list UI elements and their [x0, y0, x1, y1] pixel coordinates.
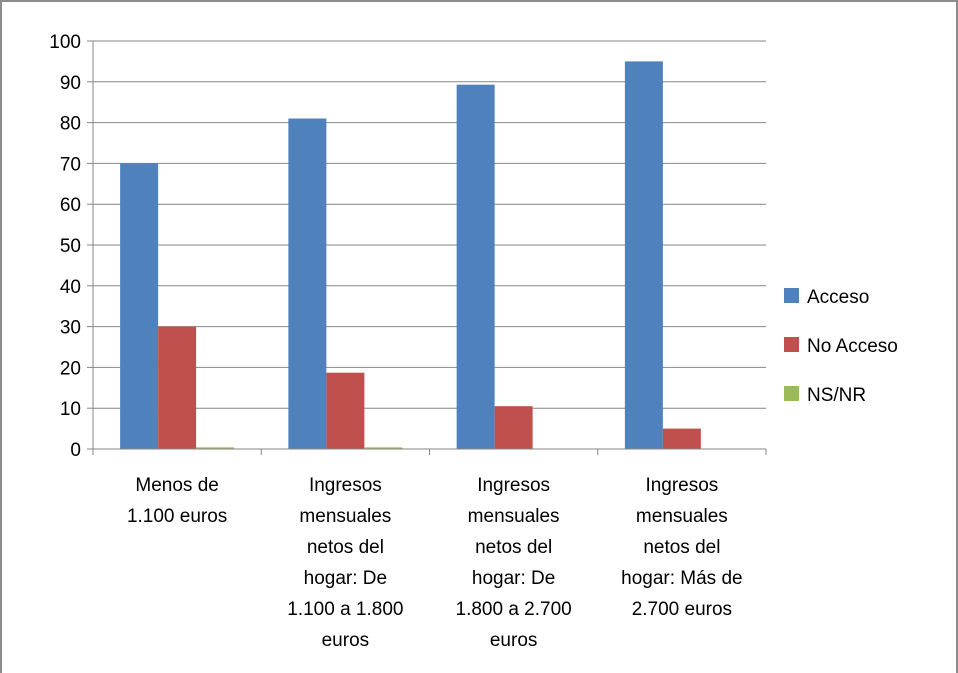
legend-label: No Acceso — [807, 336, 898, 357]
legend-swatch — [784, 288, 799, 303]
bar-no-acceso — [494, 406, 533, 449]
x-category-label-line: mensuales — [468, 506, 560, 527]
bar-no-acceso — [662, 428, 701, 449]
bar-acceso — [456, 84, 495, 449]
x-category-label-line: Menos de — [135, 475, 218, 496]
x-category-label: Ingresos mensuales netos del hogar: De 1.100… — [287, 475, 403, 651]
x-category-label: Menos de 1.100 euros — [127, 475, 227, 527]
y-tick-label: 100 — [49, 32, 81, 53]
y-tick-label: 70 — [60, 154, 81, 175]
bar-no-acceso — [326, 372, 365, 449]
y-tick-label: 90 — [60, 73, 81, 94]
x-axis-labels: Menos de 1.100 euros Ingresos mensuales neto… — [127, 475, 743, 651]
x-category-label-line: Ingresos — [309, 475, 382, 496]
legend: Acceso No Acceso NS/NR — [784, 287, 898, 406]
x-category-label-line: netos del — [307, 537, 384, 558]
x-category-label-line: hogar: Más de — [621, 568, 742, 589]
axes — [92, 41, 767, 455]
y-tick-label: 50 — [60, 236, 81, 257]
y-tick-label: 20 — [60, 358, 81, 379]
x-category-label-line: Ingresos — [645, 475, 718, 496]
x-category-label: Ingresos mensuales netos del hogar: De 1.800… — [456, 475, 572, 651]
x-category-label-line: euros — [490, 630, 538, 651]
x-category-label-line: netos del — [475, 537, 552, 558]
y-tick-label: 30 — [60, 318, 81, 339]
x-category-label: Ingresos mensuales netos del hogar: Más de 2… — [621, 475, 742, 620]
bar-no-acceso — [158, 326, 197, 449]
x-category-label-line: 2.700 euros — [632, 599, 732, 620]
y-tick-label: 60 — [60, 195, 81, 216]
x-category-label-line: mensuales — [299, 506, 391, 527]
bar-acceso — [120, 163, 159, 449]
legend-swatch — [784, 386, 799, 401]
y-tick-label: 80 — [60, 114, 81, 135]
legend-swatch — [784, 337, 799, 352]
bars — [120, 61, 701, 450]
y-axis-ticks: 0 10 20 30 40 50 60 70 80 90 100 — [49, 32, 93, 461]
x-category-label-line: netos del — [643, 537, 720, 558]
x-category-label-line: mensuales — [636, 506, 728, 527]
x-category-label-line: 1.800 a 2.700 — [456, 599, 572, 620]
x-category-label-line: 1.100 a 1.800 — [287, 599, 403, 620]
legend-label: NS/NR — [807, 385, 866, 406]
bar-acceso — [624, 61, 663, 450]
x-category-label-line: hogar: De — [472, 568, 555, 589]
x-category-label-line: hogar: De — [304, 568, 387, 589]
x-category-label-line: Ingresos — [477, 475, 550, 496]
y-tick-label: 10 — [60, 399, 81, 420]
bar-acceso — [288, 118, 327, 450]
bar-ns-nr — [364, 447, 403, 449]
bar-ns-nr — [196, 447, 235, 449]
x-category-label-line: euros — [322, 630, 370, 651]
y-tick-label: 0 — [70, 440, 81, 461]
y-tick-label: 40 — [60, 277, 81, 298]
legend-label: Acceso — [807, 287, 869, 308]
x-category-label-line: 1.100 euros — [127, 506, 227, 527]
